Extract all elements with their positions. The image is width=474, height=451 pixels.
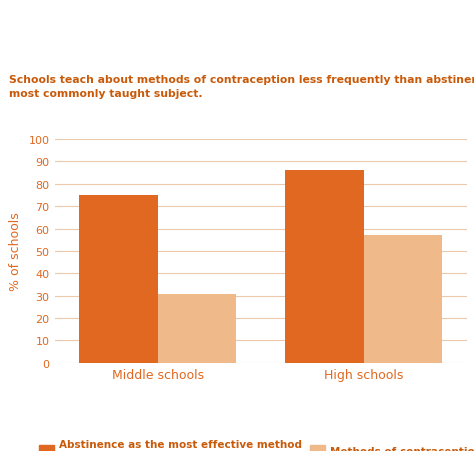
Text: Sex Education in Schools: Sex Education in Schools [9,21,235,36]
Bar [79,196,157,363]
Bar [364,236,442,363]
Y-axis label: % of schools: % of schools [9,212,22,291]
Text: Schools teach about methods of contraception less frequently than abstinence, wh: Schools teach about methods of contracep… [9,75,474,99]
Legend: Abstinence as the most effective method
to avoid pregnancy, HIV and other STDs, : Abstinence as the most effective method … [35,435,474,451]
Bar [285,171,364,363]
Bar [157,294,236,363]
